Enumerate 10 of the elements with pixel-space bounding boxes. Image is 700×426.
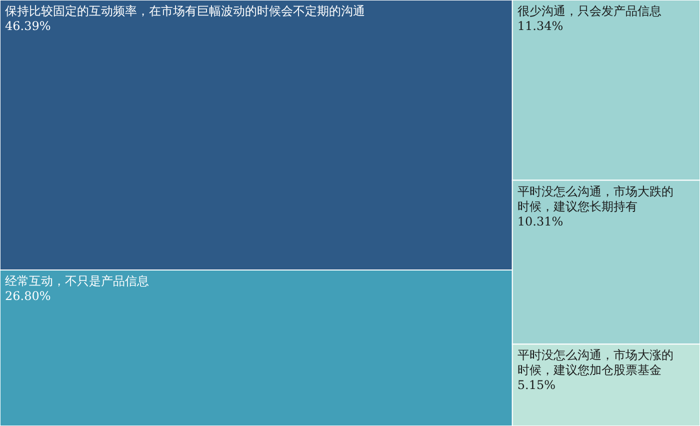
data-label: 11.34% — [517, 19, 564, 33]
category-label: 很少沟通，只会发产品信息 — [517, 4, 662, 18]
data-label: 10.31% — [517, 214, 564, 228]
data-label: 5.15% — [517, 378, 556, 392]
category-label: 经常互动，不只是产品信息 — [5, 274, 149, 288]
category-label: 保持比较固定的互动频率，在市场有巨幅波动的时候会不定期的沟通 — [5, 4, 365, 18]
category-label: 平时没怎么沟通，市场大涨的时候，建议您加仓股票基金 — [517, 348, 674, 378]
data-label: 26.80% — [5, 289, 51, 304]
category-label: 平时没怎么沟通，市场大跌的时候，建议您长期持有 — [517, 184, 674, 214]
data-label: 46.39% — [5, 19, 51, 33]
